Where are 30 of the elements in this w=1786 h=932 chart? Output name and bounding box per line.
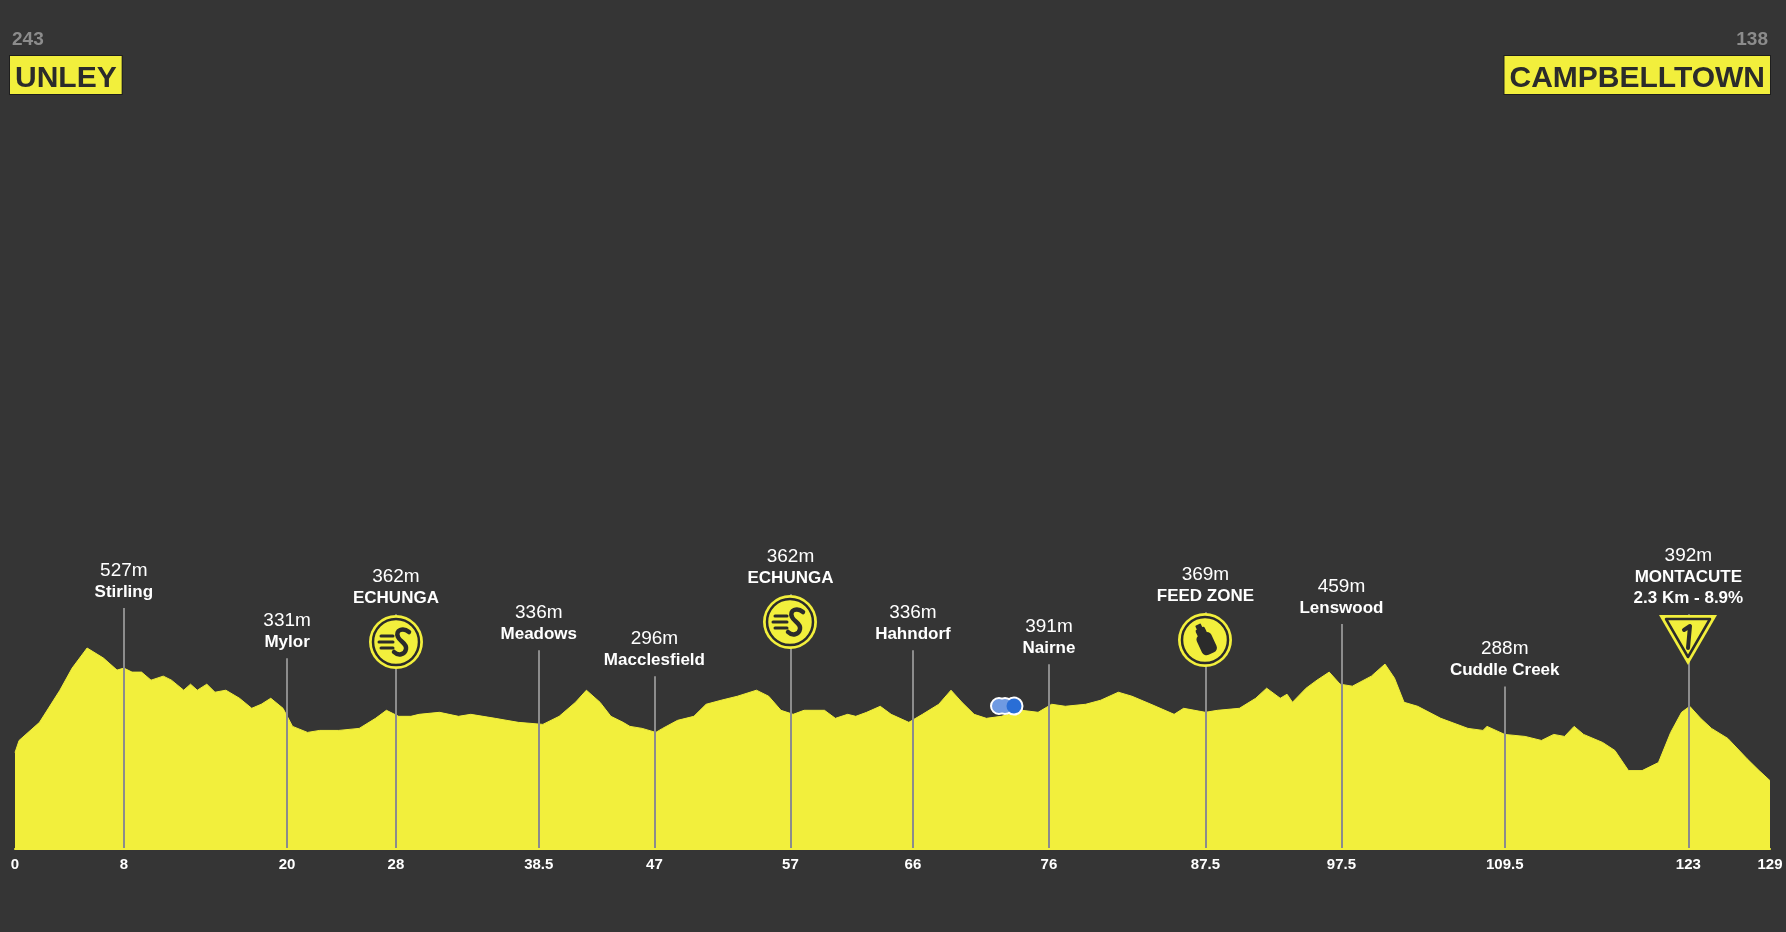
- x-tick-label: 28: [387, 855, 405, 872]
- ref-line-label: 527m Stirling: [94, 559, 154, 601]
- x-tick-label: 97.5: [1326, 855, 1357, 872]
- text: 138: [1736, 28, 1768, 49]
- x-tick-label: 8: [119, 855, 129, 872]
- x-tick-label: 57: [782, 855, 799, 872]
- ref-line-label: 369m FEED ZONE: [1156, 563, 1255, 606]
- ref-line-label: 331m Mylor: [263, 609, 311, 652]
- x-tick-label: 123: [1675, 855, 1701, 872]
- text: CAMPBELLTOWN: [1509, 59, 1765, 93]
- x-tick-label: 109.5: [1485, 855, 1524, 872]
- ref-line-label: 362m ECHUNGA: [747, 545, 834, 588]
- x-tick-label: 0: [10, 855, 20, 872]
- ref-line-label: 336m Meadows: [500, 601, 578, 644]
- text: UNLEY: [15, 59, 117, 93]
- x-tick-label: 38.5: [524, 855, 554, 872]
- ref-line-label: 392m MONTACUTE 2.3 Km - 8.9%: [1633, 544, 1744, 608]
- ref-line-label: 362m ECHUNGA: [352, 565, 439, 608]
- x-tick-label: 47: [646, 855, 663, 872]
- x-tick-label: 20: [278, 855, 296, 872]
- ref-line-label: 391m Nairne: [1022, 615, 1076, 658]
- ref-line-label: 336m Hahndorf: [875, 601, 952, 644]
- ref-line-label: 288m Cuddle Creek: [1449, 637, 1561, 680]
- x-tick-label: 66: [904, 855, 922, 872]
- ref-line-label: 296m Macclesfield: [603, 627, 705, 670]
- x-tick-label: 129: [1757, 855, 1783, 872]
- x-tick-label: 87.5: [1190, 855, 1221, 872]
- x-tick-label: 76: [1040, 855, 1058, 872]
- ref-line-label: 459m Lenswood: [1299, 575, 1384, 618]
- text: 243: [12, 28, 44, 49]
